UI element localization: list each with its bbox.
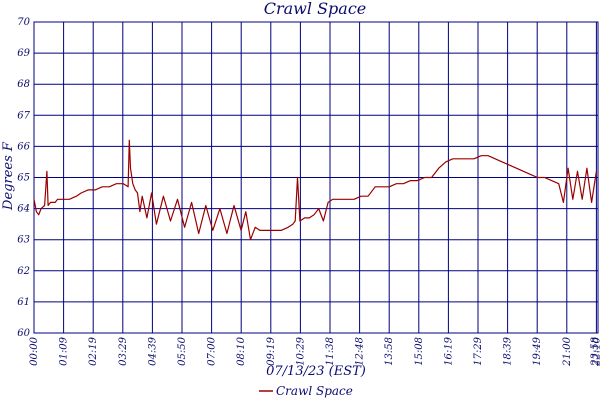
y-tick-label: 60	[17, 328, 30, 339]
y-tick-label: 66	[17, 141, 30, 152]
x-tick-label: 07:00	[207, 336, 218, 365]
series-line	[33, 139, 597, 241]
legend-label: Crawl Space	[276, 384, 353, 398]
y-tick-label: 69	[17, 48, 30, 59]
x-tick-label: 12:48	[355, 337, 366, 366]
x-tick-label: 22:10	[591, 336, 600, 366]
x-tick-label: 03:29	[118, 336, 129, 365]
x-tick-label: 01:09	[59, 336, 70, 365]
grid	[33, 21, 599, 334]
y-tick-label: 65	[17, 173, 30, 184]
x-tick-label: 21:00	[562, 336, 573, 366]
y-tick-label: 64	[17, 204, 30, 215]
y-tick-label: 62	[17, 266, 30, 277]
chart-title: Crawl Space	[264, 0, 367, 18]
x-tick-label: 15:08	[414, 337, 425, 366]
x-tick-label: 05:50	[177, 336, 188, 365]
x-tick-label: 18:39	[503, 336, 514, 365]
x-tick-label: 23:58	[590, 337, 600, 367]
y-tick-label: 63	[17, 235, 30, 246]
x-tick-label: 08:10	[236, 336, 247, 365]
x-tick-label: 16:19	[443, 336, 454, 365]
y-tick-label: 70	[17, 17, 30, 28]
series-layer	[33, 139, 597, 241]
x-axis-label: 07/13/23 (EST)	[266, 364, 366, 379]
x-tick-label: 11:38	[325, 337, 336, 366]
x-tick-label: 09:19	[266, 336, 277, 365]
y-axis-ticks: 60 61 62 63 64 65 66 67 68 69 70	[17, 17, 30, 339]
y-tick-label: 61	[17, 297, 30, 308]
x-tick-label: 10:29	[295, 336, 306, 365]
x-axis-ticks: 00:00 01:09 02:19 03:29 04:39 05:50 07:00 08:10…	[29, 336, 600, 366]
y-tick-label: 68	[17, 79, 30, 90]
x-tick-label: 17:29	[473, 336, 484, 365]
legend: Crawl Space	[259, 384, 353, 398]
x-tick-label: 04:39	[147, 336, 158, 365]
y-axis-label: Degrees F	[1, 141, 16, 211]
x-tick-label: 02:19	[88, 336, 99, 365]
x-tick-label: 13:58	[384, 337, 395, 366]
x-tick-label: 00:00	[29, 336, 40, 365]
y-tick-label: 67	[17, 110, 30, 121]
x-tick-label: 19:49	[532, 336, 543, 365]
